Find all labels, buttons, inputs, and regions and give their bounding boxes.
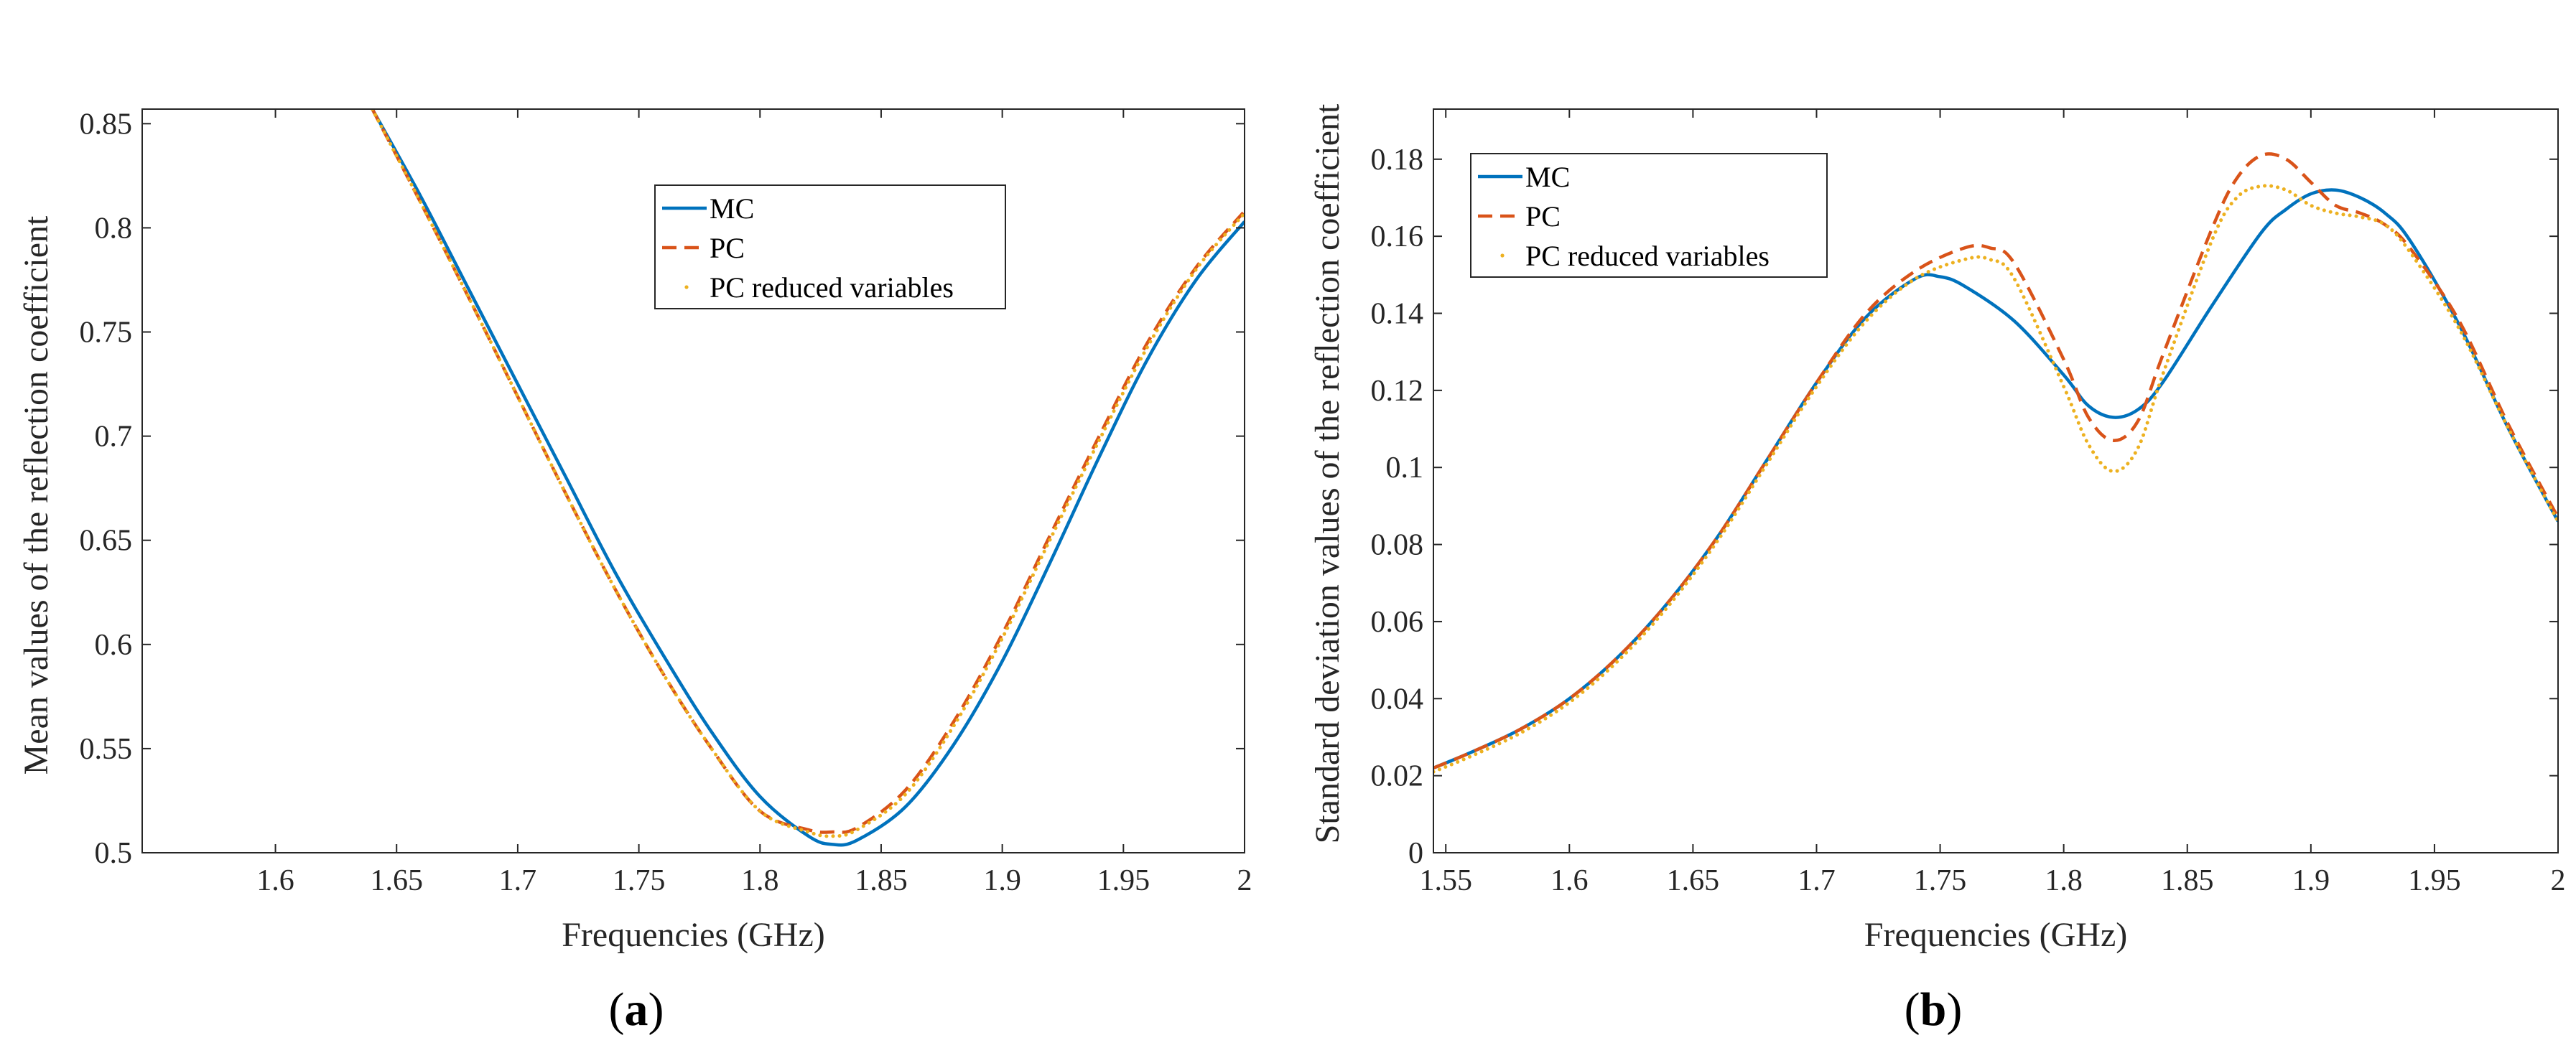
y-tick-label: 0.16 (1371, 220, 1424, 253)
legend-label-3: PC reduced variables (710, 271, 954, 304)
x-tick-label: 1.9 (983, 864, 1021, 897)
series-group (370, 109, 1245, 847)
x-tick-label: 1.8 (2045, 864, 2083, 897)
y-tick-label: 0.12 (1371, 375, 1424, 408)
x-tick-label: 1.75 (613, 864, 666, 897)
legend-swatch-3 (1500, 253, 1505, 258)
axes-box (141, 108, 1245, 853)
x-tick-label: 1.7 (499, 864, 537, 897)
x-axis-label: Frequencies (GHz) (562, 916, 825, 954)
y-tick-label: 0.5 (95, 837, 133, 870)
panel-paren-open: ( (609, 983, 625, 1036)
x-tick-label: 1.6 (256, 864, 294, 897)
x-tick-label: 1.95 (2408, 864, 2461, 897)
panel-letter: b (1920, 983, 1947, 1036)
panel-paren-close: ) (1946, 983, 1962, 1036)
panel-letter: a (625, 983, 648, 1036)
legend-label-3: PC reduced variables (1525, 240, 1770, 272)
legend-label-1: MC (1525, 161, 1570, 193)
series-line-mc (371, 109, 1245, 847)
y-tick-label: 0.14 (1371, 297, 1424, 330)
x-tick-label: 1.6 (1550, 864, 1589, 897)
x-tick-label: 2 (2551, 864, 2566, 897)
legend-label-2: PC (1525, 200, 1561, 233)
x-axis-label: Frequencies (GHz) (1864, 916, 2128, 954)
y-tick-label: 0.18 (1371, 144, 1424, 177)
panel-label: (a) (609, 983, 664, 1036)
y-tick-label: 0.55 (80, 733, 133, 766)
y-axis: 0 0.02 0.04 0.06 0.08 0.1 0.12 0.14 0.16 0.18 (1371, 144, 2558, 870)
x-tick-label: 1.65 (1667, 864, 1720, 897)
y-tick-label: 0.85 (80, 108, 133, 141)
x-tick-label: 1.85 (2161, 864, 2214, 897)
x-tick-label: 1.65 (370, 864, 423, 897)
y-tick-label: 0.06 (1371, 606, 1424, 639)
chart-panel-b: 1.55 1.6 1.65 1.7 1.75 1.8 1.85 1.9 1.95 2 0 0.02 0.… (1308, 103, 2566, 1036)
legend-label-2: PC (710, 232, 745, 264)
x-tick-label: 1.8 (741, 864, 779, 897)
y-axis-label: Standard deviation values of the reflect… (1308, 103, 1347, 843)
y-tick-label: 0 (1408, 837, 1423, 870)
x-tick-label: 2 (1237, 864, 1252, 897)
y-tick-label: 0.1 (1386, 452, 1424, 485)
y-tick-label: 0.75 (80, 317, 133, 350)
y-tick-label: 0.6 (95, 629, 133, 662)
y-tick-label: 0.02 (1371, 760, 1424, 793)
series-line-pc (1433, 152, 2558, 769)
x-tick-label: 1.95 (1097, 864, 1150, 897)
x-tick-label: 1.85 (855, 864, 908, 897)
legend-label-1: MC (710, 192, 754, 225)
y-tick-label: 0.65 (80, 525, 133, 558)
legend: MC PC PC reduced variables (654, 184, 1006, 309)
x-tick-label: 1.9 (2292, 864, 2330, 897)
x-axis: 1.55 1.6 1.65 1.7 1.75 1.8 1.85 1.9 1.95 2 (1419, 109, 2566, 897)
series-line-pc-reduced-variables (1433, 184, 2558, 774)
x-axis: 1.6 1.65 1.7 1.75 1.8 1.85 1.9 1.95 2 (256, 109, 1252, 897)
legend-box (1470, 153, 1828, 278)
y-tick-label: 0.8 (95, 212, 133, 245)
y-axis-label: Mean values of the reflection coefficien… (17, 215, 55, 775)
legend-swatch-3 (684, 285, 689, 289)
x-tick-label: 1.75 (1914, 864, 1967, 897)
panel-label: (b) (1905, 983, 1963, 1036)
y-tick-label: 0.08 (1371, 529, 1424, 562)
legend: MC PC PC reduced variables (1470, 153, 1828, 278)
axes-box (1433, 108, 2559, 853)
series-line-pc-reduced-variables (370, 109, 1245, 838)
legend-box (654, 184, 1006, 309)
y-tick-label: 0.7 (95, 421, 133, 454)
series-group (1433, 152, 2558, 774)
panel-paren-close: ) (648, 983, 664, 1036)
chart-panel-a: 1.6 1.65 1.7 1.75 1.8 1.85 1.9 1.95 20.50.550.60… (17, 108, 1252, 1036)
y-tick-label: 0.04 (1371, 683, 1424, 716)
panel-paren-open: ( (1905, 983, 1920, 1036)
y-axis: 0.5 0.55 0.6 0.65 0.7 0.75 0.8 0.85 (80, 108, 1245, 870)
x-tick-label: 1.7 (1798, 864, 1836, 897)
x-tick-label: 1.55 (1419, 864, 1472, 897)
